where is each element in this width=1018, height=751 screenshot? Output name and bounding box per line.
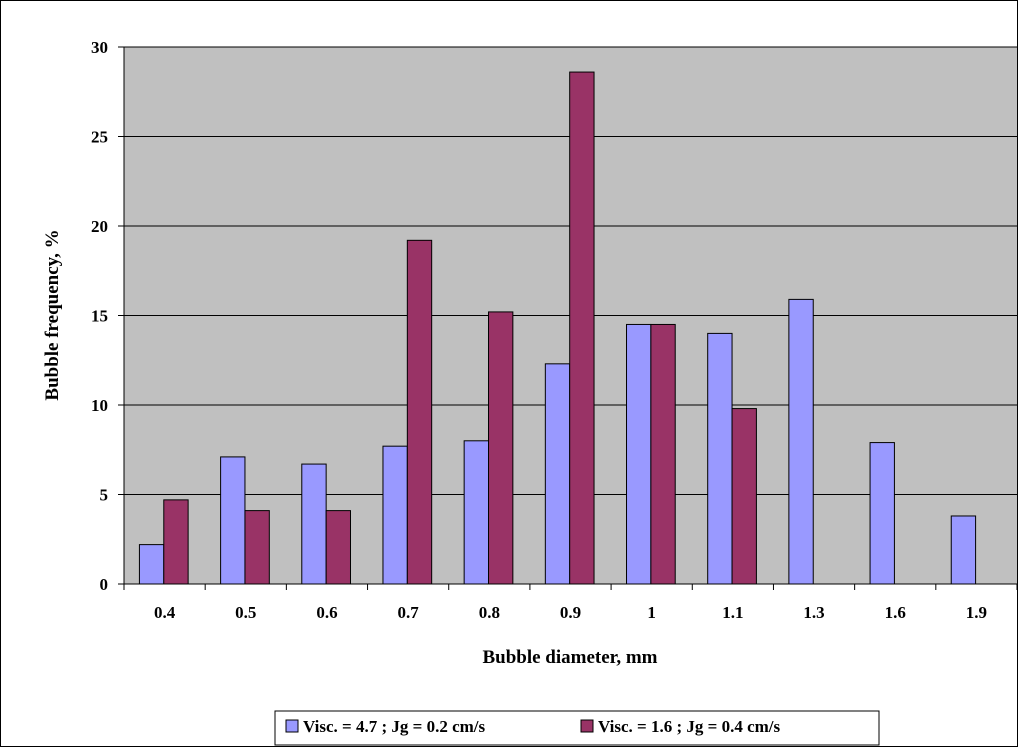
- y-tick-labels: 0 5 10 15 20 25 30: [91, 38, 108, 594]
- y-axis-title: Bubble frequency, %: [42, 229, 63, 400]
- bar-series-2-0.4: [163, 499, 189, 585]
- x-tick-label: 0.8: [479, 603, 500, 622]
- y-tick-label: 20: [91, 217, 108, 236]
- y-tick-label: 10: [91, 396, 108, 415]
- x-tick-label: 0.9: [560, 603, 581, 622]
- y-tick-label: 15: [91, 307, 108, 326]
- x-tick-label: 1.1: [722, 603, 743, 622]
- bar-series-2-0.5: [244, 510, 270, 585]
- bar-series-1-0.5: [220, 456, 246, 585]
- bar-series-1-1.6: [869, 442, 895, 585]
- bar-series-1-1.9: [950, 515, 977, 585]
- y-tick-label: 25: [91, 128, 108, 147]
- x-tick-label: 0.5: [235, 603, 256, 622]
- bar-series-1-0.6: [301, 463, 327, 585]
- bar-series-1-0.7: [382, 445, 408, 585]
- legend-swatch-series-2: [580, 719, 594, 733]
- legend-box: [274, 710, 880, 746]
- bar-series-2-0.9: [569, 71, 595, 585]
- bars: [138, 71, 977, 585]
- bar-series-1-1: [626, 323, 652, 585]
- legend-label-series-2: Visc. = 1.6 ; Jg = 0.4 cm/s: [598, 717, 780, 736]
- legend-label-series-1: Visc. = 4.7 ; Jg = 0.2 cm/s: [303, 717, 485, 736]
- x-tick-label: 0.6: [316, 603, 337, 622]
- legend-swatch-series-1: [285, 719, 299, 733]
- y-tick-label: 30: [91, 38, 108, 57]
- x-tick-label: 1.6: [885, 603, 906, 622]
- bar-series-1-0.9: [544, 363, 571, 585]
- bar-series-2-1.1: [731, 408, 757, 585]
- bar-series-2-0.8: [488, 311, 514, 585]
- x-tick-labels: 0.4 0.5 0.6 0.7 0.8 0.9 1 1.1 1.3 1.6 1.9: [154, 603, 987, 622]
- x-tick-label: 1.9: [966, 603, 987, 622]
- x-tick-label: 1.3: [803, 603, 824, 622]
- x-axis-title: Bubble diameter, mm: [482, 647, 657, 668]
- bar-series-1-1.1: [707, 332, 733, 585]
- legend: Visc. = 4.7 ; Jg = 0.2 cm/s Visc. = 1.6 …: [274, 710, 880, 746]
- bar-series-2-0.7: [406, 239, 433, 585]
- y-tick-label: 5: [100, 486, 109, 505]
- bar-series-1-1.3: [788, 298, 814, 585]
- bar-series-1-0.8: [463, 440, 490, 585]
- bar-series-2-1: [650, 323, 676, 585]
- bar-series-1-0.4: [138, 544, 165, 585]
- x-tick-label: 0.7: [398, 603, 420, 622]
- bar-series-2-0.6: [325, 510, 351, 585]
- axes: [118, 46, 1018, 590]
- x-tick-label: 0.4: [154, 603, 176, 622]
- y-tick-label: 0: [100, 575, 109, 594]
- x-tick-label: 1: [647, 603, 656, 622]
